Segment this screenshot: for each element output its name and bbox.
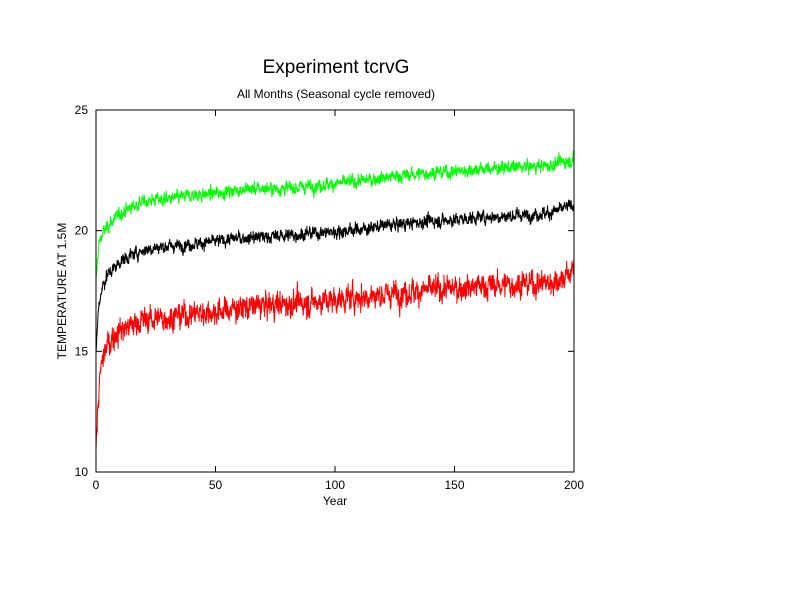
series-line-0	[95, 150, 575, 281]
chart-subtitle: All Months (Seasonal cycle removed)	[237, 87, 435, 101]
chart-title: Experiment tcrvG	[263, 57, 410, 78]
x-tick-label: 50	[209, 478, 223, 492]
y-axis-label: TEMPERATURE AT 1.5M	[55, 223, 69, 360]
x-tick-label: 200	[564, 478, 584, 492]
x-tick-label: 100	[325, 478, 345, 492]
y-tick-label: 10	[75, 465, 89, 479]
series-line-2	[95, 256, 575, 451]
series-layer	[95, 150, 575, 451]
tick-layer: 0 50 100 150 200 10 15 20 25	[75, 103, 585, 492]
y-tick-label: 15	[75, 344, 89, 358]
x-axis-label: Year	[323, 494, 347, 508]
x-tick-label: 0	[93, 478, 100, 492]
series-line-1	[95, 199, 575, 353]
y-tick-label: 25	[75, 103, 89, 117]
x-tick-label: 150	[444, 478, 464, 492]
y-tick-label: 20	[75, 224, 89, 238]
